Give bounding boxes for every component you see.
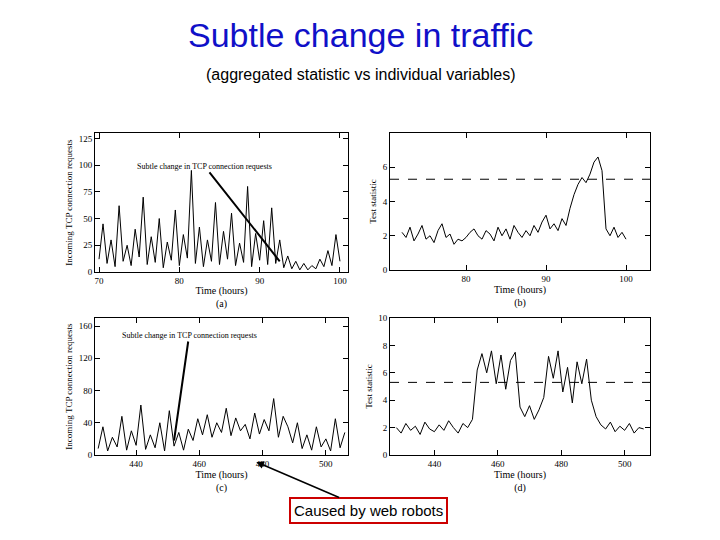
svg-text:6: 6 [383, 368, 388, 378]
svg-text:2: 2 [383, 231, 388, 241]
svg-text:90: 90 [542, 274, 552, 284]
svg-text:0: 0 [383, 450, 388, 460]
svg-text:(aggregated statistic vs indiv: (aggregated statistic vs individual vari… [206, 66, 515, 83]
svg-text:Test statistic: Test statistic [364, 364, 374, 409]
svg-text:50: 50 [83, 214, 93, 224]
svg-text:440: 440 [129, 459, 143, 469]
svg-text:4: 4 [383, 395, 388, 405]
svg-text:440: 440 [428, 459, 442, 469]
svg-text:25: 25 [83, 240, 93, 250]
svg-text:0: 0 [383, 265, 388, 275]
svg-text:Time (hours)(a): Time (hours)(a) [195, 285, 247, 310]
svg-text:480: 480 [256, 459, 270, 469]
svg-text:Subtle change in TCP connectio: Subtle change in TCP connection requests [137, 162, 272, 171]
svg-text:90: 90 [255, 276, 265, 286]
svg-text:4: 4 [383, 197, 388, 207]
svg-text:10: 10 [378, 313, 388, 323]
svg-text:460: 460 [491, 459, 505, 469]
svg-text:70: 70 [95, 276, 105, 286]
svg-text:Incoming TCP connection reques: Incoming TCP connection requests [64, 139, 74, 266]
svg-text:160: 160 [79, 321, 93, 331]
svg-text:0: 0 [88, 267, 93, 277]
svg-text:460: 460 [193, 459, 207, 469]
svg-text:100: 100 [79, 160, 93, 170]
svg-text:8: 8 [383, 341, 388, 351]
svg-text:125: 125 [79, 134, 93, 144]
svg-text:Subtle change in TCP connectio: Subtle change in TCP connection requests [122, 331, 257, 340]
svg-text:Time (hours)(d): Time (hours)(d) [494, 469, 546, 494]
svg-text:Subtle change in traffic: Subtle change in traffic [188, 16, 533, 54]
svg-text:80: 80 [462, 274, 472, 284]
svg-text:100: 100 [619, 274, 633, 284]
svg-text:Incoming TCP connection reques: Incoming TCP connection requests [64, 323, 74, 450]
svg-text:500: 500 [319, 459, 333, 469]
svg-text:75: 75 [83, 187, 93, 197]
svg-text:Test statistic: Test statistic [368, 179, 378, 224]
svg-text:Caused by web robots: Caused by web robots [294, 502, 443, 519]
svg-text:100: 100 [333, 276, 347, 286]
svg-text:120: 120 [79, 353, 93, 363]
svg-text:6: 6 [383, 162, 388, 172]
svg-text:Time (hours)(c): Time (hours)(c) [195, 469, 247, 494]
svg-text:2: 2 [383, 423, 388, 433]
svg-text:40: 40 [83, 418, 93, 428]
svg-text:500: 500 [618, 459, 632, 469]
svg-text:80: 80 [175, 276, 185, 286]
svg-text:480: 480 [554, 459, 568, 469]
svg-text:80: 80 [83, 386, 93, 396]
svg-text:Time (hours)(b): Time (hours)(b) [494, 284, 546, 309]
svg-text:0: 0 [88, 450, 93, 460]
